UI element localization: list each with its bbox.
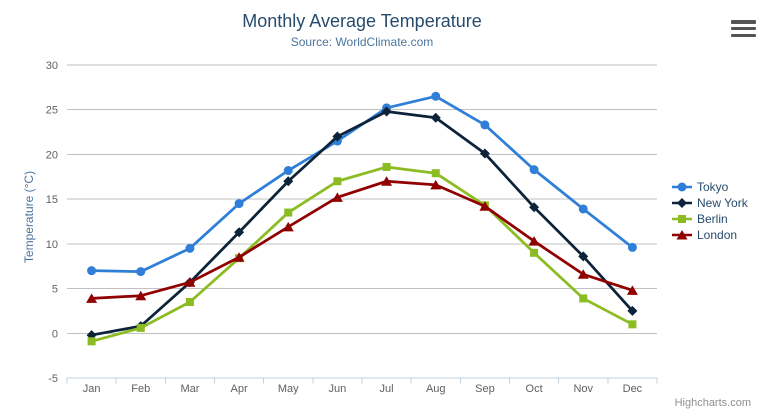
series-marker-berlin (628, 320, 637, 329)
legend-symbol-marker (678, 215, 686, 223)
legend-symbol-marker (677, 182, 687, 192)
series-marker-tokyo (185, 243, 195, 253)
series-marker-london (135, 290, 147, 301)
series-line-london (90, 179, 634, 300)
legend-symbol-marker (676, 230, 688, 240)
series-marker-london (233, 252, 245, 262)
legend-label: Tokyo (697, 180, 729, 194)
series-marker-tokyo (480, 120, 490, 130)
legend-item-berlin[interactable]: Berlin (672, 211, 748, 227)
chart-subtitle: Source: WorldClimate.com (290, 35, 434, 49)
square-legend-marker-icon (672, 215, 692, 223)
legend-symbol-marker (677, 198, 687, 208)
legend: Tokyo New York Berlin London (672, 179, 748, 243)
series-marker-london (282, 221, 294, 232)
hamburger-icon (731, 26, 756, 31)
y-axis-label: 30 (46, 60, 58, 72)
legend-label: Berlin (697, 212, 728, 226)
series-marker-berlin (431, 169, 440, 178)
x-axis-label: Sep (475, 383, 495, 395)
x-axis-label: Apr (231, 383, 248, 395)
y-axis-label: 25 (46, 105, 58, 117)
series-marker-tokyo (431, 91, 441, 101)
x-axis-label: May (278, 383, 299, 395)
x-axis-label: Oct (526, 383, 543, 395)
y-axis-label: 10 (46, 239, 58, 251)
series-marker-new-york (479, 148, 490, 159)
series-marker-berlin (333, 177, 342, 186)
legend-label: London (697, 228, 738, 242)
series-marker-london (626, 285, 638, 295)
hamburger-icon (731, 20, 756, 24)
series-marker-london (528, 236, 540, 246)
chart-title: Monthly Average Temperature (242, 11, 482, 31)
export-menu-button[interactable] (731, 20, 756, 37)
legend-item-new-york[interactable]: New York (672, 195, 748, 211)
series-marker-tokyo (136, 267, 146, 277)
series-marker-london (430, 179, 442, 190)
triangle-legend-marker-icon (672, 230, 692, 240)
series-marker-berlin (579, 294, 588, 303)
series-marker-tokyo (578, 204, 588, 214)
x-axis-label: Feb (131, 383, 150, 395)
series-marker-new-york (430, 112, 441, 123)
series-marker-london (479, 201, 491, 211)
series-marker-london (381, 176, 393, 186)
hamburger-icon (731, 33, 756, 37)
series-marker-new-york (283, 176, 294, 187)
series-marker-berlin (87, 337, 96, 346)
series-marker-london (184, 277, 196, 287)
y-axis-label: 5 (52, 284, 58, 296)
legend-item-tokyo[interactable]: Tokyo (672, 179, 748, 195)
series-line-berlin (90, 165, 634, 343)
y-axis-label: -5 (48, 373, 58, 385)
series-marker-berlin (185, 297, 194, 306)
series-line-new-york (90, 110, 634, 337)
series-marker-london (86, 293, 98, 303)
x-axis-label: Jun (329, 383, 347, 395)
series-marker-tokyo (529, 165, 539, 175)
series-marker-london (577, 269, 589, 279)
series-marker-berlin (284, 208, 293, 217)
series-marker-tokyo (87, 266, 97, 276)
x-axis-label: Jul (380, 383, 394, 395)
series-marker-berlin (530, 248, 539, 257)
series-marker-berlin (382, 162, 391, 171)
series-marker-new-york (332, 131, 343, 142)
series-marker-new-york (381, 106, 392, 117)
credits-link[interactable]: Highcharts.com (674, 397, 751, 409)
series-marker-london (331, 192, 343, 202)
series-marker-tokyo (234, 199, 244, 209)
series-marker-new-york (578, 251, 589, 262)
series-marker-new-york (627, 305, 638, 316)
legend-label: New York (697, 196, 748, 210)
x-axis-label: Nov (573, 383, 593, 395)
diamond-legend-marker-icon (672, 198, 692, 208)
legend-item-london[interactable]: London (672, 227, 748, 243)
x-axis-label: Mar (180, 383, 199, 395)
x-axis-label: Aug (426, 383, 446, 395)
circle-legend-marker-icon (672, 182, 692, 192)
y-axis-label: 20 (46, 149, 58, 161)
x-axis-label: Jan (83, 383, 101, 395)
series-marker-berlin (136, 323, 145, 332)
series-marker-tokyo (627, 242, 637, 252)
y-axis-label: 15 (46, 194, 58, 206)
series-marker-new-york (529, 202, 540, 213)
y-axis-label: 0 (52, 328, 58, 340)
series-marker-new-york (234, 227, 245, 238)
x-axis-label: Dec (623, 383, 643, 395)
series-marker-tokyo (283, 166, 293, 176)
